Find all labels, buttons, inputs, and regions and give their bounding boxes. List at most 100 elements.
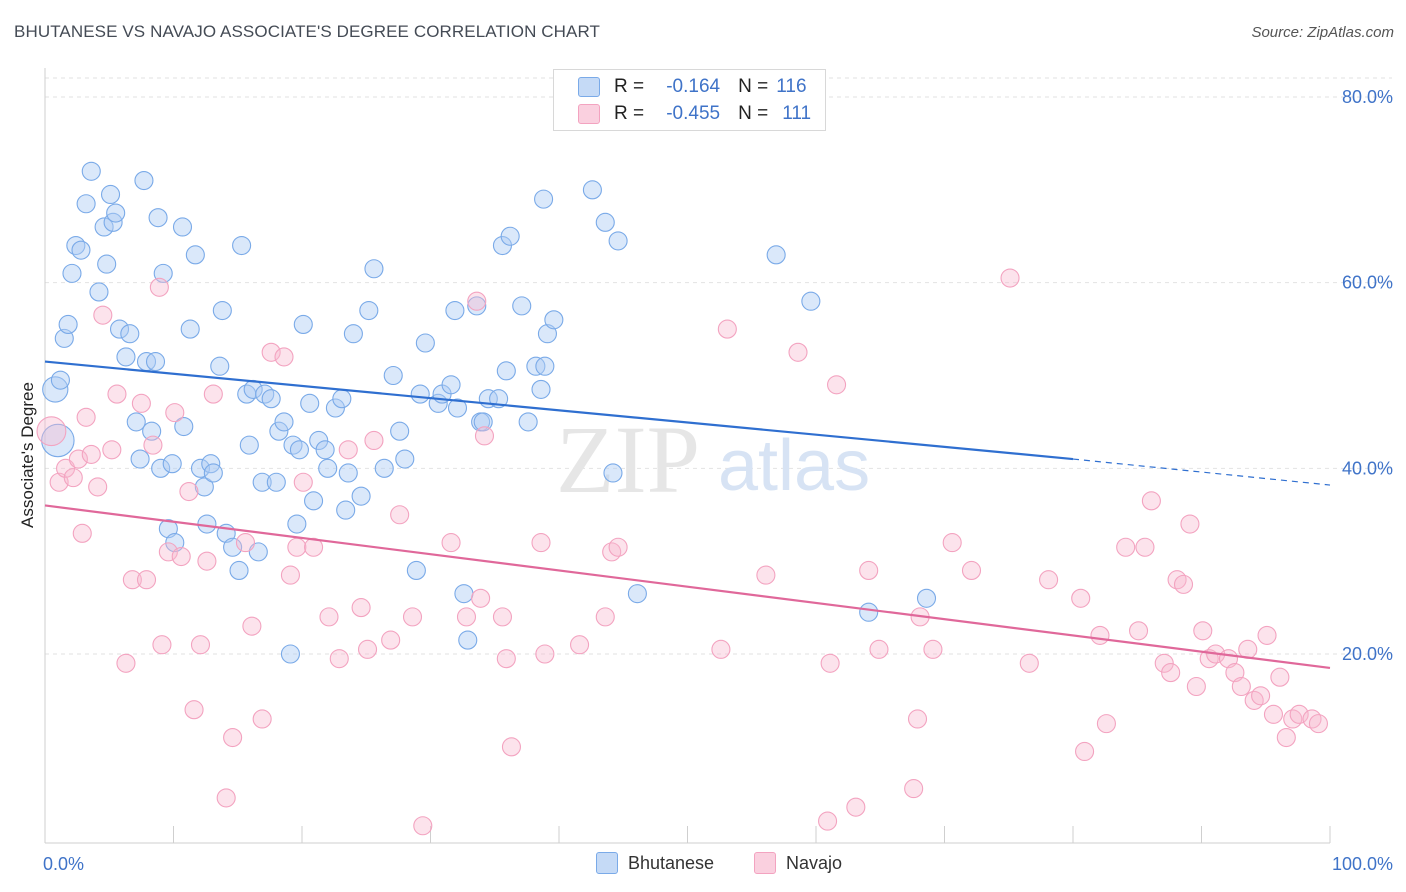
navajo-point bbox=[535, 644, 555, 664]
axes bbox=[44, 68, 1331, 844]
navajo-point bbox=[1135, 537, 1155, 557]
navajo-point bbox=[184, 700, 204, 720]
bhutanese-point bbox=[859, 602, 879, 622]
legend-item-navajo[interactable]: Navajo bbox=[754, 852, 842, 874]
bhutanese-point bbox=[89, 282, 109, 302]
bhutanese-point bbox=[185, 245, 205, 265]
bhutanese-point bbox=[395, 449, 415, 469]
navajo-point bbox=[471, 588, 491, 608]
legend-swatch-navajo bbox=[578, 104, 600, 124]
navajo-point bbox=[1257, 625, 1277, 645]
bhutanese-point bbox=[318, 458, 338, 478]
navajo-point bbox=[788, 342, 808, 362]
bhutanese-point bbox=[359, 300, 379, 321]
bhutanese-point bbox=[325, 398, 345, 418]
source-label: Source: ZipAtlas.com bbox=[1251, 24, 1394, 41]
bhutanese-point bbox=[406, 560, 426, 581]
chart-title: BHUTANESE VS NAVAJO ASSOCIATE'S DEGREE C… bbox=[14, 22, 601, 41]
navajo-point bbox=[1096, 714, 1116, 734]
bhutanese-point bbox=[58, 314, 78, 334]
navajo-point bbox=[122, 570, 142, 590]
navajo-point bbox=[818, 811, 838, 831]
navajo-point bbox=[501, 737, 522, 757]
bhutanese-point bbox=[916, 588, 937, 608]
navajo-point bbox=[1263, 704, 1284, 724]
navajo-point bbox=[1308, 714, 1328, 734]
bhutanese-point bbox=[280, 644, 300, 664]
bhutanese-point bbox=[71, 240, 91, 260]
bhutanese-point bbox=[106, 203, 126, 223]
navajo-point bbox=[1289, 704, 1309, 724]
navajo-point bbox=[820, 653, 840, 673]
bhutanese-point bbox=[364, 259, 384, 279]
navajo-point bbox=[1000, 268, 1020, 288]
bhutanese-point bbox=[332, 389, 352, 409]
bhutanese-point bbox=[289, 440, 309, 460]
navajo-point bbox=[756, 565, 776, 585]
legend-swatch-bhutanese bbox=[578, 77, 600, 97]
legend-row-bhutanese: R = -0.164 N = 116 bbox=[578, 74, 807, 100]
legend-r-label: R = bbox=[614, 103, 645, 124]
navajo-point bbox=[1075, 741, 1095, 762]
navajo-point bbox=[216, 788, 236, 808]
bhutanese-point bbox=[212, 300, 232, 321]
navajo-point bbox=[36, 416, 67, 447]
bhutanese-point bbox=[537, 324, 557, 344]
bhutanese-point bbox=[467, 296, 487, 316]
navajo-point bbox=[223, 727, 243, 748]
navajo-point bbox=[197, 551, 217, 571]
watermark-zip: ZIP bbox=[556, 406, 700, 513]
navajo-point bbox=[152, 635, 172, 655]
bhutanese-point bbox=[248, 542, 268, 562]
navajo-point bbox=[280, 565, 300, 585]
navajo-point bbox=[364, 430, 384, 451]
navajo-point bbox=[293, 472, 313, 492]
bhutanese-point bbox=[100, 184, 121, 205]
bhutanese-point bbox=[535, 356, 555, 376]
navajo-point bbox=[608, 537, 628, 557]
bhutanese-point bbox=[496, 361, 516, 381]
navajo-point bbox=[711, 639, 731, 659]
navajo-point bbox=[381, 630, 401, 650]
bhutanese-point bbox=[445, 300, 465, 321]
navajo-point bbox=[1039, 570, 1059, 590]
bhutanese-point bbox=[174, 417, 194, 437]
bhutanese-point bbox=[627, 584, 647, 604]
navajo-point bbox=[846, 797, 866, 817]
bhutanese-point bbox=[300, 393, 320, 413]
bhutanese-point bbox=[766, 245, 786, 265]
bhutanese-points bbox=[41, 161, 937, 664]
navajo-points bbox=[36, 268, 1328, 836]
bhutanese-point bbox=[62, 263, 82, 283]
navajo-point bbox=[942, 533, 962, 553]
navajo-point bbox=[1090, 625, 1110, 645]
bhutanese-point bbox=[801, 291, 821, 311]
bhutanese-point bbox=[126, 412, 146, 432]
navajo-point bbox=[1128, 621, 1149, 641]
navajo-point bbox=[1071, 588, 1091, 608]
navajo-point bbox=[338, 440, 358, 460]
bhutanese-point bbox=[458, 630, 478, 650]
bhutanese-point bbox=[172, 217, 193, 237]
navajo-point bbox=[102, 440, 122, 460]
navajo-point bbox=[72, 523, 92, 543]
bhutanese-point bbox=[50, 370, 70, 390]
navajo-point bbox=[1161, 663, 1181, 683]
navajo-point bbox=[492, 607, 513, 627]
navajo-point bbox=[351, 598, 371, 618]
legend-item-bhutanese[interactable]: Bhutanese bbox=[596, 852, 714, 874]
navajo-point bbox=[907, 709, 928, 729]
x-tick-label: 100.0% bbox=[1332, 854, 1393, 874]
x-tick-label: 0.0% bbox=[43, 854, 84, 874]
navajo-point bbox=[190, 635, 211, 655]
bhutanese-point bbox=[338, 463, 358, 483]
bhutanese-point bbox=[473, 412, 493, 432]
legend-row-navajo: R = -0.455 N = 111 bbox=[578, 101, 811, 127]
bhutanese-point bbox=[109, 319, 130, 339]
bhutanese-point bbox=[531, 379, 551, 399]
bhutanese-point bbox=[603, 463, 623, 483]
bhutanese-point bbox=[383, 365, 403, 386]
bhutanese-point bbox=[500, 226, 520, 246]
legend-r-value: -0.164 bbox=[666, 76, 721, 97]
